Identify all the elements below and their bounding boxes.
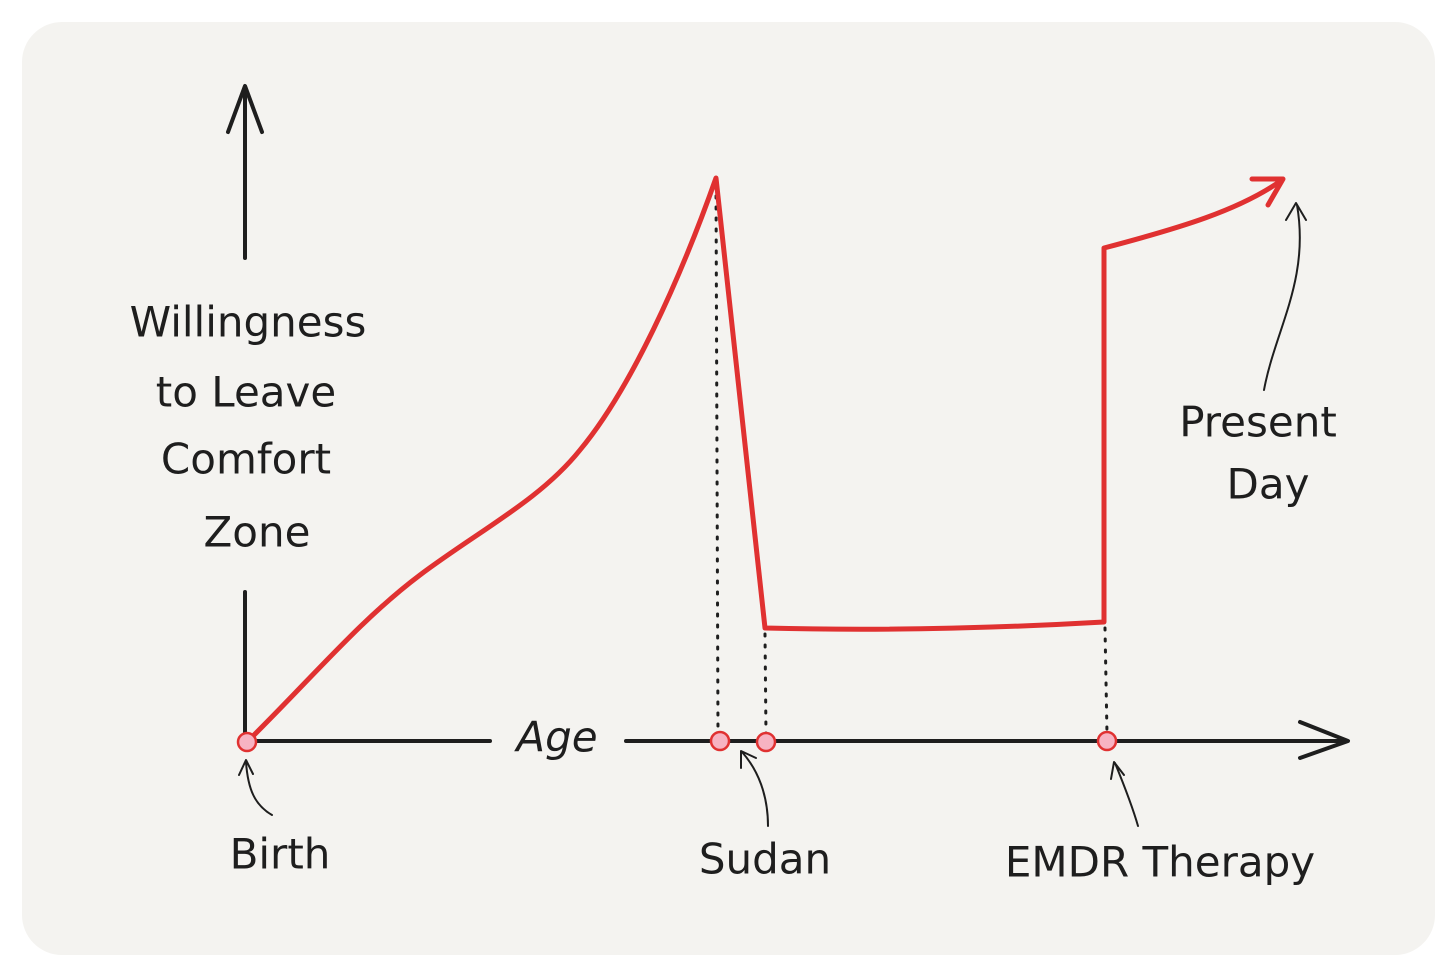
annotation-arrow: [1263, 202, 1307, 391]
y-axis-label: to Leave: [156, 368, 336, 417]
y-axis-label: Zone: [204, 508, 311, 557]
event-point: [755, 731, 777, 753]
event-point: [1096, 730, 1118, 752]
event-point: [709, 730, 731, 752]
curve-arrowhead: [1249, 176, 1286, 208]
annotation-arrow: [238, 759, 273, 816]
y-axis-label: Comfort: [161, 435, 331, 484]
y-axis-label: Willingness: [130, 298, 367, 347]
life-curve: [244, 175, 1285, 745]
y-axis-arrowhead: [226, 84, 264, 134]
guide-line: [714, 183, 720, 736]
annotation-arrow: [1110, 761, 1139, 827]
annotation: Birth: [230, 830, 331, 879]
event-point: [236, 731, 258, 753]
card: [22, 22, 1435, 955]
annotation: EMDR Therapy: [1005, 838, 1315, 887]
x-axis-arrowhead: [1298, 720, 1350, 760]
guide-line: [1103, 626, 1109, 736]
annotation: Present: [1179, 398, 1337, 447]
annotation: Sudan: [699, 835, 831, 884]
x-axis-label: Age: [513, 713, 597, 762]
annotation-arrow: [740, 750, 769, 827]
annotation: Day: [1227, 460, 1310, 509]
